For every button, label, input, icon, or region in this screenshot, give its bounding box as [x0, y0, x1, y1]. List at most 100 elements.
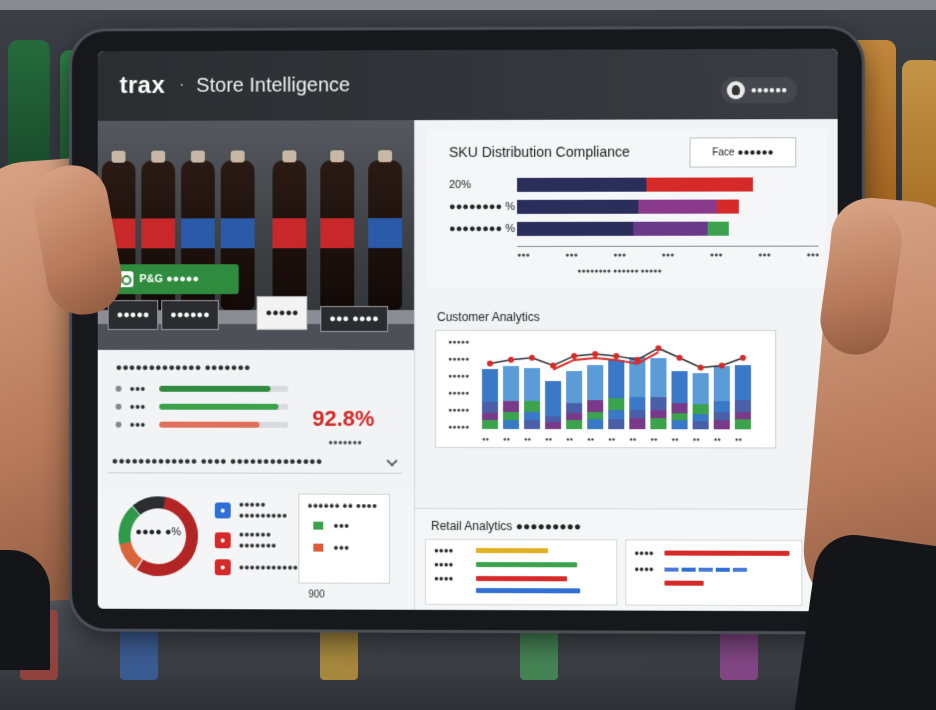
sku-bar-segment — [707, 221, 730, 236]
app-title: Store Intelligence — [196, 73, 351, 97]
donut-center-label: ●●●● ●% — [135, 526, 182, 539]
sku-row-label: ●●●●●●●● % — [449, 222, 516, 236]
retail-row-label: ●●●● — [434, 573, 454, 583]
trend-point — [718, 362, 725, 369]
kpi-row-label: ●●● — [129, 401, 146, 412]
sku-row[interactable]: ●●●●●●●● % — [449, 199, 758, 214]
chip-filter-4[interactable]: ●●● ●●●● — [320, 306, 388, 332]
chip-label: ●●●●●● — [170, 309, 210, 322]
retail-bar — [475, 588, 581, 594]
legend-marker-icon: ● — [214, 532, 231, 549]
trend-point — [486, 360, 493, 367]
trend-point — [739, 354, 746, 361]
right-column: SKU Distribution Compliance Face ●●●●●● … — [414, 119, 838, 612]
retail-analytics-card: Retail Analytics ●●●●●●●●● ●●●● ●●●● ●●●● … — [415, 507, 838, 612]
kpi-note: ●●●●●●● — [328, 437, 362, 447]
left-column: P&G ●●●●● ●●●●● ●●●●●● ●●●●● ●●● ●●●● ●●… — [97, 120, 415, 610]
sku-x-axis — [517, 245, 819, 247]
trend-line-layer — [486, 331, 746, 449]
retail-bar — [475, 548, 548, 554]
retail-bars-left[interactable]: ●●●● ●●●● ●●●● — [425, 538, 618, 606]
sku-tick-label: ●●● — [758, 251, 771, 259]
sku-bar-segment — [716, 199, 739, 214]
sku-row[interactable]: 20% — [449, 177, 758, 192]
legend-item[interactable]: ● ●●●●●●●●●●●●●●●● — [214, 559, 325, 576]
retail-bar — [664, 580, 704, 586]
retail-bars-right[interactable]: ●●●● ●●●● — [625, 539, 803, 607]
brand-logo[interactable]: trax — [119, 71, 166, 99]
bottle — [272, 150, 307, 311]
sku-bar — [517, 177, 758, 192]
retail-row — [634, 580, 704, 586]
customer-analytics-card: Customer Analytics ●●●●● ●●●●● ●●●●● ●●●●● ●… — [427, 301, 827, 481]
retail-row-label: ●●●● — [434, 559, 454, 569]
trend-point — [613, 352, 620, 359]
sku-tick-label: ●●● — [517, 251, 530, 259]
kpi-progress-fill — [159, 385, 271, 392]
trend-point — [507, 356, 514, 363]
kpi-progress-track — [159, 421, 289, 428]
tablet-screen: trax · Store Intelligence ●●●●●● — [97, 48, 838, 612]
sku-ticks: ●●● ●●● ●●● ●●● ●●● ●●● ●●● — [427, 129, 827, 259]
bottle — [368, 150, 403, 311]
legend-item[interactable]: ● ●●●●● ●●●●●●●●● — [214, 499, 309, 521]
chip-filter-3[interactable]: ●●●●● — [256, 296, 308, 330]
sku-tick-label: ●●● — [709, 251, 723, 259]
trend-point — [549, 362, 556, 369]
sku-tick-label: ●●● — [661, 251, 675, 259]
kpi-progress-fill — [159, 421, 260, 428]
mini-swatch — [313, 521, 324, 530]
user-menu-button[interactable]: ●●●●●● — [720, 76, 798, 104]
retail-row-label: ●●●● — [634, 548, 654, 558]
mini-title: ●●●●●● ●● ●●●● — [307, 500, 378, 511]
mini-row-label: ●●● — [333, 520, 350, 531]
retail-row: ●●●● — [634, 548, 789, 558]
chevron-down-icon — [386, 455, 398, 467]
mini-summary-card[interactable]: ●●●●●● ●● ●●●● ●●● ●●● — [298, 493, 391, 584]
kpi-row-label: ●●● — [129, 383, 146, 394]
retail-analytics-title: Retail Analytics ●●●●●●●●● — [431, 518, 582, 534]
detection-tag[interactable]: P&G ●●●●● — [111, 264, 239, 295]
detection-tag-label: P&G ●●●●● — [139, 273, 200, 286]
retail-row: ●●●● — [434, 546, 548, 555]
chip-label: ●●●●● — [116, 309, 150, 322]
sku-bar-segment — [517, 199, 639, 214]
dropdown-label: ●●●●●●●●●●●●● ●●●● ●●●●●●●●●●●●●● — [111, 454, 323, 468]
retail-row: ●●●● — [434, 573, 568, 583]
bullet-icon — [115, 385, 122, 392]
legend-marker-icon: ● — [214, 502, 231, 519]
retail-row-label: ●●●● — [434, 545, 454, 555]
kpi-progress-fill — [159, 403, 279, 410]
chip-filter-1[interactable]: ●●●●● — [107, 300, 159, 330]
sku-row-label: 20% — [449, 178, 472, 192]
bullet-icon — [115, 403, 122, 410]
trend-point — [591, 350, 598, 357]
sku-x-label: ●●●●●●●● ●●●●●● ●●●●● — [577, 267, 662, 275]
sku-bar-segment — [517, 221, 634, 236]
customer-analytics-chart[interactable]: ●●●●● ●●●●● ●●●●● ●●●●● ●●●●● ●●●●● ●● ●● ●● ●● ●●… — [435, 330, 777, 449]
sku-bar — [517, 199, 758, 214]
retail-bar — [664, 550, 789, 556]
sku-tick-label: ●●● — [613, 251, 626, 259]
trend-point — [570, 352, 577, 359]
sku-bar-segment — [646, 177, 730, 192]
bottle — [320, 150, 355, 311]
legend-marker-icon: ● — [214, 559, 231, 576]
retail-row: ●●●● — [634, 564, 747, 574]
sku-row[interactable]: ●●●●●●●● % — [449, 221, 758, 236]
mini-row: ●●● — [313, 543, 349, 553]
legend-item[interactable]: ● ●●●●●● ●●●●●●● — [214, 529, 309, 551]
metric-dropdown[interactable]: ●●●●●●●●●●●●● ●●●● ●●●●●●●●●●●●●● — [107, 449, 403, 474]
sku-title: SKU Distribution Compliance — [449, 143, 630, 161]
trend-point — [697, 364, 704, 371]
face-filter-tab[interactable]: Face ●●●●●● — [689, 137, 797, 168]
customer-analytics-title: Customer Analytics — [437, 309, 540, 325]
chip-label: ●●●●● — [265, 307, 299, 320]
retail-dashed-bar — [664, 567, 747, 572]
sku-bar-segment — [638, 199, 717, 214]
chip-filter-2[interactable]: ●●●●●● — [161, 300, 219, 330]
shelf-edge — [0, 0, 936, 10]
sku-bar-segment — [633, 221, 708, 236]
shelf-image-panel[interactable]: P&G ●●●●● ●●●●● ●●●●●● ●●●●● ●●● ●●●● — [97, 120, 415, 350]
kpi-row-label: ●●● — [129, 419, 146, 430]
